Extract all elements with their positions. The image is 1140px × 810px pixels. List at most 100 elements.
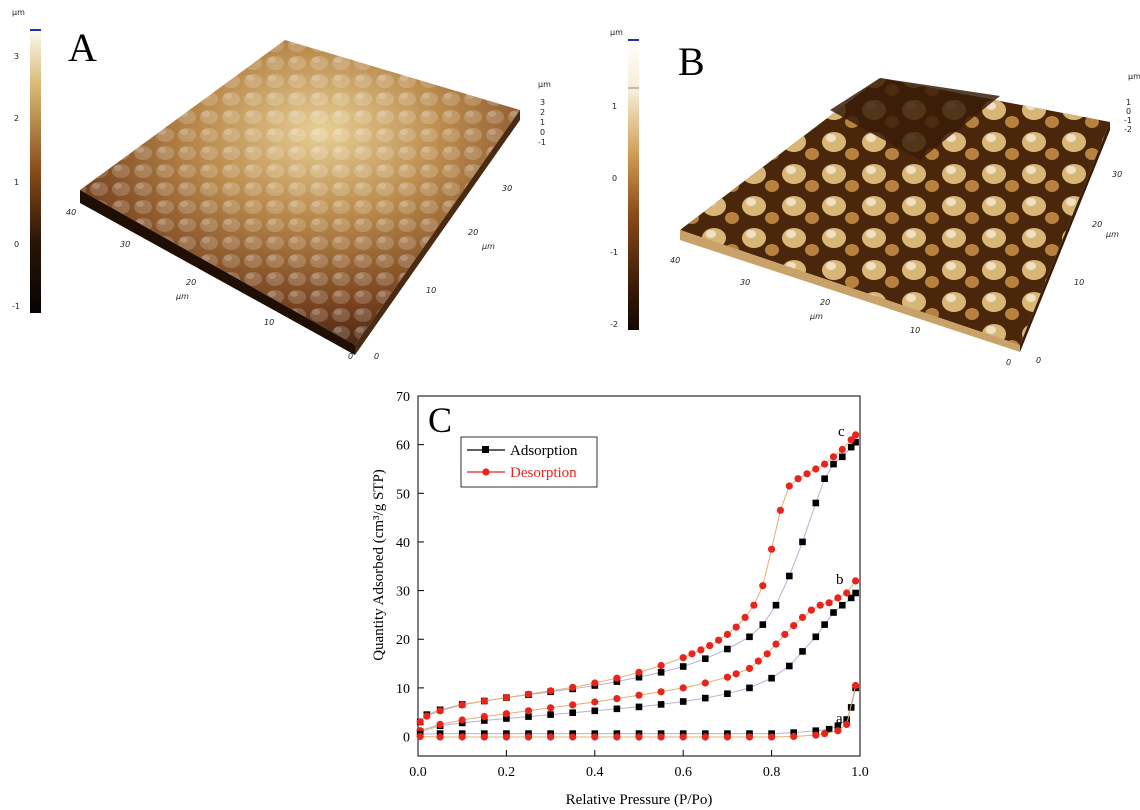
desorption-point-a (812, 731, 820, 739)
desorption-line-c (419, 434, 856, 723)
legend-marker-desorption (482, 468, 490, 476)
desorption-point-c (759, 582, 767, 590)
desorption-point-b (480, 713, 488, 721)
desorption-point-b (679, 684, 687, 692)
y-tick-label: 60 (396, 439, 410, 454)
y-tick-label: 50 (396, 487, 410, 502)
desorption-point-b (816, 601, 824, 609)
desorption-point-b (772, 640, 780, 648)
afm-b-svg (628, 39, 1110, 352)
y-axis-b-tick: 10 (1074, 278, 1085, 287)
x-tick-label: 0.0 (409, 765, 427, 780)
desorption-point-b (613, 695, 621, 703)
y-tick-label: 70 (396, 390, 410, 405)
adsorption-point-c (830, 460, 837, 468)
x-tick-label: 1.0 (851, 765, 869, 780)
adsorption-point-c (772, 601, 780, 609)
desorption-point-c (847, 436, 855, 444)
desorption-point-c (706, 642, 714, 650)
panel-letter-a: A (68, 25, 97, 70)
colorbar-a (30, 30, 41, 313)
adsorption-point-a (834, 722, 842, 730)
x-axis-b-tick: 20 (820, 298, 831, 307)
adsorption-point-a (790, 729, 797, 736)
adsorption-point-b (812, 633, 820, 641)
desorption-point-b (745, 664, 754, 673)
adsorption-point-c (702, 655, 709, 662)
x-axis-b-tick: 30 (740, 278, 751, 287)
x-axis-b-tick: 0 (1006, 358, 1012, 367)
legend-box (460, 436, 598, 488)
desorption-point-a (745, 733, 754, 741)
x-tick-label: 0.2 (498, 765, 516, 780)
legend-label-adsorption: Adsorption (510, 443, 578, 459)
y-tick-label: 10 (396, 682, 410, 697)
desorption-point-a (502, 733, 510, 741)
y-axis-b-tick: 0 (1036, 356, 1042, 365)
desorption-point-a (635, 733, 643, 741)
adsorption-point-c (821, 475, 828, 482)
desorption-point-b (763, 650, 771, 658)
adsorption-point-b (613, 705, 621, 713)
y-tick-label: 0 (403, 731, 410, 746)
desorption-point-c (715, 636, 723, 644)
desorption-point-b (458, 716, 466, 724)
z-axis-a-tick: 3 (540, 98, 546, 107)
colorbar-b-tick: -2 (610, 320, 618, 329)
x-axis-a-tick: 10 (264, 318, 275, 327)
adsorption-point-a (847, 704, 855, 711)
desorption-point-a (701, 733, 709, 741)
desorption-point-a (436, 733, 444, 741)
legend: Adsorption Desorption (460, 436, 598, 488)
adsorption-point-b (839, 601, 846, 609)
desorption-point-c (812, 465, 820, 473)
x-axis-a-tick: 30 (120, 240, 131, 249)
desorption-point-b (798, 613, 807, 622)
desorption-point-b (635, 691, 643, 699)
desorption-point-a (524, 733, 533, 741)
y-axis-a-tick: 10 (426, 286, 437, 295)
desorption-point-b (547, 704, 555, 712)
x-axis-a-tick: 20 (186, 278, 197, 287)
adsorption-line-b (420, 592, 856, 733)
desorption-point-a (416, 732, 424, 741)
y-axis-label: Quantity Adsorbed (cm³/g STP) (371, 469, 387, 661)
y-axis-b-tick: 30 (1112, 170, 1123, 179)
desorption-point-c (679, 654, 687, 662)
desorption-point-c (480, 697, 488, 705)
adsorption-point-a (812, 727, 820, 734)
colorbar-a-tick: 3 (14, 52, 20, 61)
z-axis-a-tick: 2 (540, 108, 546, 117)
desorption-point-c (723, 630, 732, 639)
desorption-point-c (635, 668, 643, 676)
desorption-point-b (754, 657, 762, 665)
x-tick-label: 0.4 (586, 765, 604, 780)
panel-letter-c: C (428, 400, 452, 440)
desorption-point-a (852, 681, 860, 690)
adsorption-point-b (481, 717, 488, 724)
y-tick-label: 40 (396, 536, 410, 551)
desorption-point-c (502, 694, 510, 702)
colorbar-unit-a: µm (12, 8, 25, 17)
panel-letter-b: B (678, 39, 705, 84)
desorption-point-a (591, 733, 599, 741)
colorbar-b-tick: 1 (612, 102, 618, 111)
desorption-point-c (776, 506, 785, 514)
desorption-point-c (852, 431, 860, 439)
adsorption-point-b (786, 662, 793, 670)
afm-a-svg (30, 29, 520, 355)
afm-panel-b: B µm 1 0 -1 -2 µm 1 (580, 0, 1140, 380)
desorption-point-b (436, 720, 444, 729)
adsorption-point-c (759, 621, 767, 628)
z-axis-b-tick: 0 (1126, 107, 1132, 116)
x-axis-b-tick: 40 (670, 256, 681, 265)
desorption-point-b (591, 698, 599, 706)
z-axis-a-tick: 1 (540, 118, 546, 127)
adsorption-point-b (830, 609, 837, 616)
adsorption-point-c (724, 645, 731, 653)
adsorption-point-c (847, 443, 855, 451)
colorbar-a-tick: -1 (12, 302, 20, 311)
desorption-point-b (790, 622, 798, 630)
adsorption-point-a (843, 716, 850, 723)
adsorption-point-b (821, 621, 828, 628)
